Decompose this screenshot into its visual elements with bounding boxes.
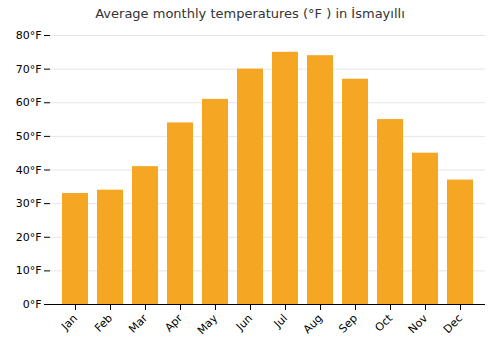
svg-text:Jun: Jun (233, 312, 255, 334)
svg-text:Nov: Nov (406, 311, 431, 336)
svg-text:80°F: 80°F (16, 29, 42, 42)
svg-text:0°F: 0°F (23, 298, 42, 311)
svg-text:50°F: 50°F (16, 130, 42, 143)
svg-text:20°F: 20°F (16, 231, 42, 244)
svg-text:Sep: Sep (336, 312, 360, 336)
svg-text:Mar: Mar (126, 311, 150, 335)
svg-text:Feb: Feb (92, 312, 115, 335)
svg-text:Apr: Apr (162, 311, 185, 334)
svg-text:Jan: Jan (58, 312, 80, 334)
svg-text:70°F: 70°F (16, 63, 42, 76)
svg-text:30°F: 30°F (16, 197, 42, 210)
svg-text:10°F: 10°F (16, 264, 42, 277)
svg-text:Aug: Aug (301, 312, 325, 336)
svg-text:40°F: 40°F (16, 164, 42, 177)
svg-text:Oct: Oct (372, 311, 395, 334)
svg-text:Jul: Jul (271, 312, 290, 331)
svg-text:60°F: 60°F (16, 96, 42, 109)
svg-text:Dec: Dec (441, 312, 465, 336)
html-text:Average monthly temperatures (: Average monthly temperatures (°F ) in İs… (95, 6, 405, 21)
svg-text:May: May (195, 311, 221, 337)
